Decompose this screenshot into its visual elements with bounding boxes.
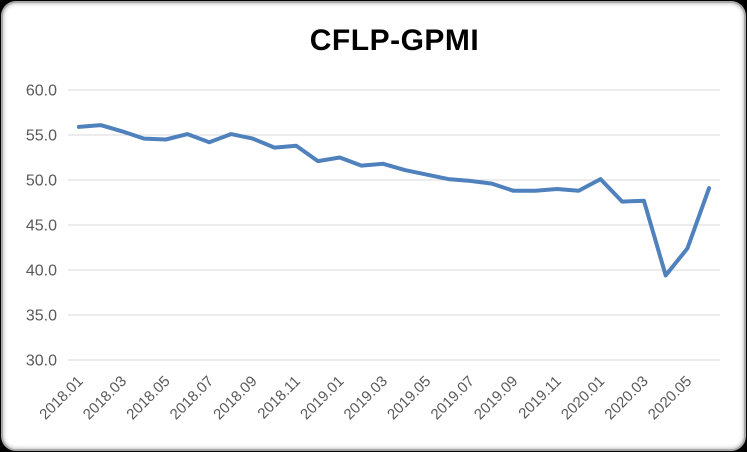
x-axis-tick-label: 2019.09: [471, 373, 521, 423]
x-axis-tick-label: 2019.01: [297, 373, 347, 423]
x-axis-tick-label: 2018.09: [210, 373, 260, 423]
x-axis-tick-label: 2018.05: [123, 373, 173, 423]
x-axis-tick-label: 2018.07: [167, 373, 217, 423]
x-axis-tick-label: 2020.01: [558, 373, 608, 423]
x-axis-tick-labels: 2018.012018.032018.052018.072018.092018.…: [36, 373, 695, 423]
y-axis-tick-label: 50.0: [26, 173, 57, 190]
x-axis-tick-label: 2020.03: [601, 373, 651, 423]
y-axis-tick-label: 35.0: [26, 308, 57, 325]
y-axis-tick-label: 40.0: [26, 263, 57, 280]
x-axis-tick-label: 2019.03: [341, 373, 391, 423]
data-series-line: [76, 123, 712, 278]
x-axis-tick-label: 2019.05: [384, 373, 434, 423]
x-axis-tick-label: 2018.11: [254, 373, 304, 423]
y-axis-tick-labels: 60.0 55.0 50.0 45.0 40.0 35.0 30.0: [26, 83, 57, 370]
x-axis-tick-label: 2018.01: [36, 373, 86, 423]
x-axis-tick-label: 2019.07: [428, 373, 478, 423]
y-axis-tick-label: 55.0: [26, 128, 57, 145]
y-axis-tick-label: 45.0: [26, 218, 57, 235]
x-axis-tick-label: 2018.03: [80, 373, 130, 423]
x-axis-tick-label: 2020.05: [645, 373, 695, 423]
chart-title: CFLP-GPMI: [309, 24, 480, 57]
y-axis-tick-label: 30.0: [26, 353, 57, 370]
y-axis-tick-label: 60.0: [26, 83, 57, 100]
x-axis-tick-label: 2019.11: [515, 373, 565, 423]
gridlines-group: [68, 89, 720, 361]
